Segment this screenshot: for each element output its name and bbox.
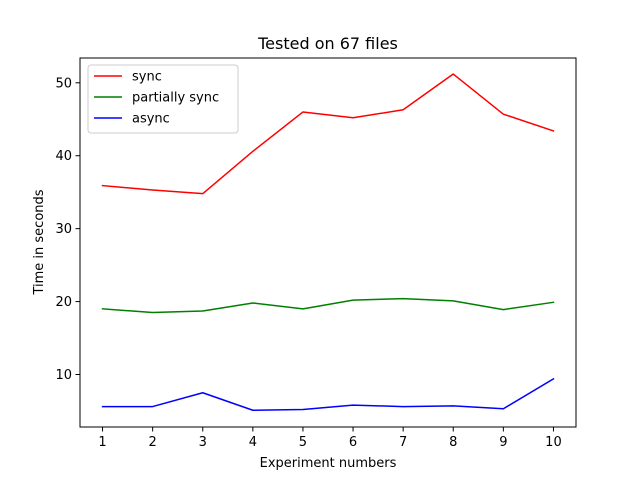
y-tick-label: 30: [55, 222, 72, 237]
legend-label-partially-sync: partially sync: [132, 91, 219, 106]
y-tick-label: 10: [55, 368, 72, 383]
x-tick-label: 1: [98, 435, 106, 450]
y-tick-label: 40: [55, 149, 72, 164]
y-tick-label: 50: [55, 76, 72, 91]
x-tick-label: 8: [449, 435, 457, 450]
legend-label-async: async: [132, 112, 170, 127]
x-tick-label: 9: [499, 435, 507, 450]
x-tick-label: 5: [299, 435, 307, 450]
x-tick-label: 4: [249, 435, 257, 450]
y-axis-label: Time in seconds: [32, 189, 47, 295]
y-tick-label: 20: [55, 295, 72, 310]
x-tick-label: 10: [545, 435, 562, 450]
legend-label-sync: sync: [132, 70, 162, 85]
x-axis-label: Experiment numbers: [260, 456, 397, 471]
chart-title: Tested on 67 files: [257, 34, 398, 53]
x-tick-label: 3: [199, 435, 207, 450]
x-tick-label: 7: [399, 435, 407, 450]
x-tick-label: 6: [349, 435, 357, 450]
x-tick-label: 2: [149, 435, 157, 450]
legend: sync partially sync async: [88, 65, 238, 133]
